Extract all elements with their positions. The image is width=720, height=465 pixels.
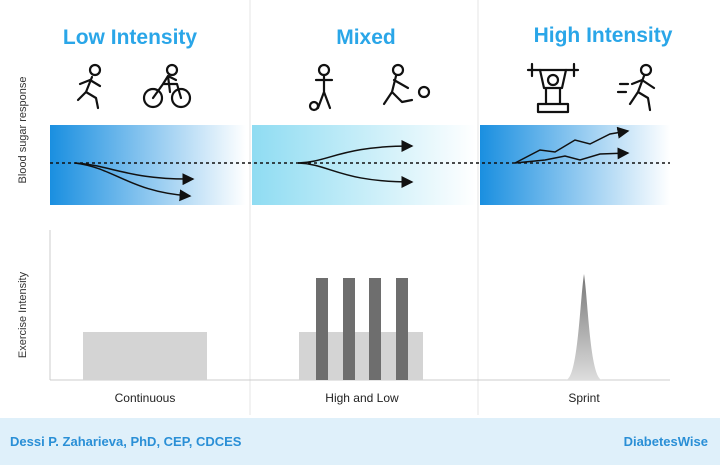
intensity-block xyxy=(83,332,207,380)
author: Dessi P. Zaharieva, PhD, CEP, CDCES xyxy=(10,434,242,449)
column-title: Low Intensity xyxy=(63,26,197,49)
intensity-burst xyxy=(343,278,355,380)
response-band xyxy=(252,125,476,205)
runner-icon xyxy=(76,63,102,110)
footer xyxy=(0,418,720,465)
axis-label: Exercise Intensity xyxy=(17,271,29,358)
intensity-burst xyxy=(396,278,408,380)
column-title: Mixed xyxy=(336,26,396,49)
trend-arrow xyxy=(297,162,414,188)
response-band xyxy=(480,125,670,205)
pattern-label: Sprint xyxy=(568,391,600,405)
intensity-spike xyxy=(566,274,602,380)
intensity-burst xyxy=(316,278,328,380)
brand: DiabetesWise xyxy=(624,434,708,449)
soccer-icon xyxy=(308,63,334,112)
basketball-icon xyxy=(382,63,431,106)
weightlifter-icon xyxy=(526,62,580,114)
trend-arrow xyxy=(514,147,630,164)
cyclist-icon xyxy=(142,63,192,109)
column-title: High Intensity xyxy=(534,24,673,47)
trend-arrow xyxy=(74,162,195,186)
pattern-label: Continuous xyxy=(115,391,176,405)
trend-arrow xyxy=(514,126,630,164)
pattern-label: High and Low xyxy=(325,391,399,405)
intensity-burst xyxy=(369,278,381,380)
response-band xyxy=(50,125,246,205)
trend-arrow xyxy=(297,140,414,164)
axis-label: Blood sugar response xyxy=(17,76,29,183)
sprinter-icon xyxy=(616,63,656,112)
trend-arrow xyxy=(74,162,192,202)
